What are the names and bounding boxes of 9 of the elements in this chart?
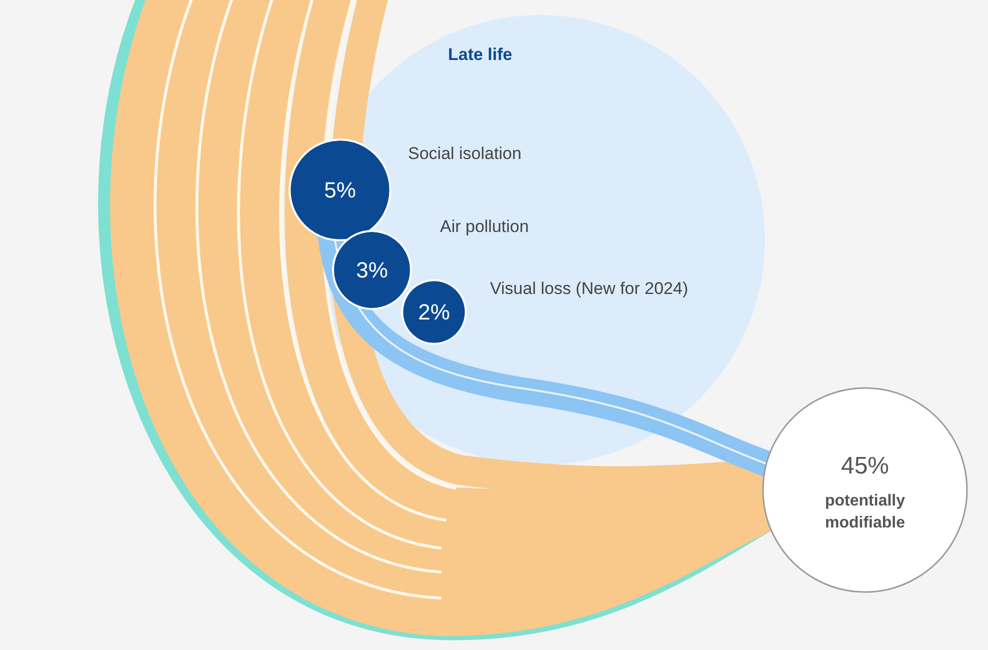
- category-label: Social isolation: [408, 144, 522, 163]
- category-label: Air pollution: [440, 217, 529, 236]
- data-label: 3%: [356, 258, 388, 282]
- text: potentially modifiable: [824, 492, 906, 532]
- data-label: 5%: [324, 178, 356, 202]
- data-label: 2%: [418, 300, 450, 324]
- text: 45%: [840, 452, 890, 480]
- category-label: Visual loss (New for 2024): [490, 279, 688, 298]
- text: Late life: [448, 45, 512, 64]
